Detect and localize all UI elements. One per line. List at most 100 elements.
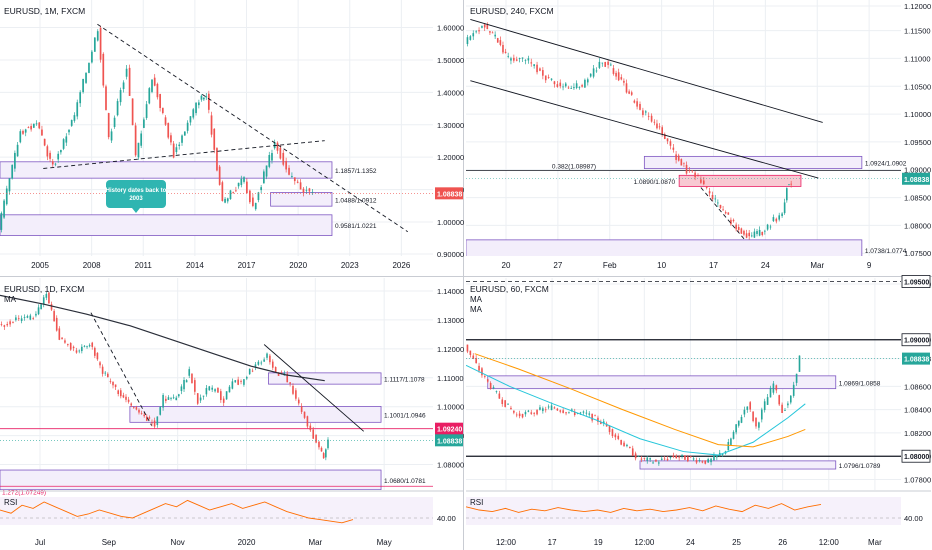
candle-body [469,36,472,40]
candle-body [510,58,512,61]
chart-title: EURUSD, 1M, FXCM [4,6,85,16]
candle-body [689,456,692,458]
zone-label: 1.1001/1.0946 [384,412,426,419]
candle-body [466,37,469,45]
candle-body [151,422,153,424]
x-tick-label: Nov [171,538,185,547]
y-tick-label: 1.12000 [437,345,464,354]
candle-body [240,178,243,185]
y-tick-label: 1.11500 [904,27,931,36]
trend-line[interactable] [263,344,365,432]
candle-body [717,202,719,204]
candle-body [78,350,81,352]
candle-body [775,385,778,391]
candle-body [628,91,630,94]
candle-body [134,125,137,156]
candle-body [772,383,775,393]
candle-body [496,38,499,43]
current-price-badge [435,187,463,200]
candle-body [724,212,727,214]
candle-body [295,390,297,399]
candle-body [225,391,228,400]
candle-body [781,404,783,413]
candle-body [530,62,533,64]
candle-body [740,416,743,423]
chart-panel-monthly[interactable]: 2005 2008 2011 2014 2017 2020 2023 2026 1.60000 1… [0,0,464,270]
candle-body [64,340,66,343]
candle-body [86,346,88,348]
candle-body [322,453,325,459]
candle-body [550,405,553,411]
candle-body [637,455,640,457]
candle-body [50,304,53,310]
candle-body [205,388,208,395]
candle-body [302,188,305,193]
candle-body [727,441,730,451]
zone-label: 1.0924/1.0902 [865,161,907,168]
y-tick-label: 1.14000 [437,287,464,296]
candle-body [5,188,8,205]
zone-label: 1.0680/1.0781 [384,478,426,485]
trend-line[interactable] [90,312,152,426]
candle-body [240,380,242,382]
zone-box [129,406,382,423]
candle-body [119,390,122,397]
y-tick-label: 1.11000 [437,374,464,383]
candle-body [608,425,611,432]
candle-body [735,424,737,433]
candle-body [17,318,20,320]
candle-body [499,40,502,45]
candle-body [211,387,213,390]
candle-body [547,406,550,408]
trend-line[interactable] [470,19,823,123]
candle-body [296,181,299,183]
candle-body [67,344,69,346]
x-tick-label: Jul [35,538,45,547]
candle-body [513,57,515,61]
candle-body [711,194,714,200]
candle-body [164,117,167,125]
candle-body [644,111,647,113]
candle-body [515,59,518,61]
plot-area [466,281,901,470]
x-tick-label: Feb [603,261,617,270]
x-tick-label: 12:00 [819,538,840,547]
chart-panel-h4[interactable]: 20 27 Feb 10 17 24 Mar 9 1.12000 1.11500 1.11000 1.… [466,0,931,270]
y-tick-label: 1.12000 [904,2,931,11]
trend-line[interactable] [470,80,819,179]
trend-line[interactable] [97,23,408,233]
candle-body [707,459,709,463]
candle-body [740,228,743,234]
candle-body [99,27,102,60]
candle-body [125,396,127,400]
candle-body [175,397,178,401]
chart-title: EURUSD, 1D, FXCM [4,284,84,294]
candle-body [678,456,680,458]
candle-body [655,459,657,462]
candle-body [756,231,758,234]
candle-body [145,416,148,421]
trend-line[interactable] [43,140,325,169]
candle-body [675,154,677,160]
current-price-text: 1.08838 [904,357,929,364]
candle-body [75,350,78,353]
current-price-badge [435,434,463,447]
candle-body [758,229,761,236]
candle-body [730,219,732,225]
candle-body [130,403,133,406]
candle-body [15,317,17,321]
candle-body [565,412,567,414]
rsi-label: RSI [4,498,17,507]
chart-panel-hourly[interactable]: 12:00 17 19 12:00 24 25 26 12:00 Mar 1.09500 1.090… [465,275,931,547]
candle-body [681,454,683,457]
x-tick-label: 19 [594,538,603,547]
y-tick-label: 1.50000 [437,56,464,65]
candle-body [122,395,125,398]
trend-line[interactable] [700,187,745,240]
candle-body [249,190,251,203]
candle-body [515,414,518,416]
candle-body [489,382,492,389]
candle-body [245,377,248,379]
chart-panel-daily[interactable]: Jul Sep Nov 2020 Mar May 1.14000 1.13000 1.12000… [0,278,464,547]
